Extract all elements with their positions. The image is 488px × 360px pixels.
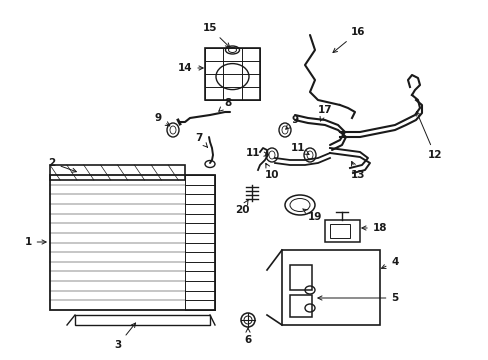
Bar — [282, 250, 379, 325]
Text: 16: 16 — [332, 27, 365, 53]
Text: 8: 8 — [218, 98, 231, 111]
Text: 19: 19 — [302, 209, 322, 222]
Bar — [204, 48, 260, 100]
Bar — [325, 220, 359, 242]
Bar — [329, 224, 349, 238]
Text: 14: 14 — [177, 63, 203, 73]
Bar — [289, 265, 311, 290]
Text: 11: 11 — [290, 143, 308, 154]
Text: 2: 2 — [48, 158, 76, 172]
Bar — [289, 295, 311, 317]
Text: 3: 3 — [114, 323, 135, 350]
Text: 6: 6 — [244, 328, 251, 345]
Bar — [50, 175, 215, 310]
Text: 4: 4 — [381, 257, 398, 269]
Text: 7: 7 — [195, 133, 207, 147]
Text: 10: 10 — [264, 163, 279, 180]
Text: 9: 9 — [285, 115, 298, 129]
Text: 1: 1 — [24, 237, 46, 247]
Text: 15: 15 — [203, 23, 229, 47]
Text: 5: 5 — [317, 293, 398, 303]
Text: 17: 17 — [317, 105, 332, 121]
Text: 12: 12 — [415, 112, 441, 160]
Text: 9: 9 — [154, 113, 169, 126]
Text: 18: 18 — [361, 223, 386, 233]
Text: 20: 20 — [234, 200, 249, 215]
Bar — [75, 315, 209, 325]
Text: 13: 13 — [350, 162, 365, 180]
Bar — [50, 165, 184, 180]
Text: 11: 11 — [245, 148, 267, 158]
